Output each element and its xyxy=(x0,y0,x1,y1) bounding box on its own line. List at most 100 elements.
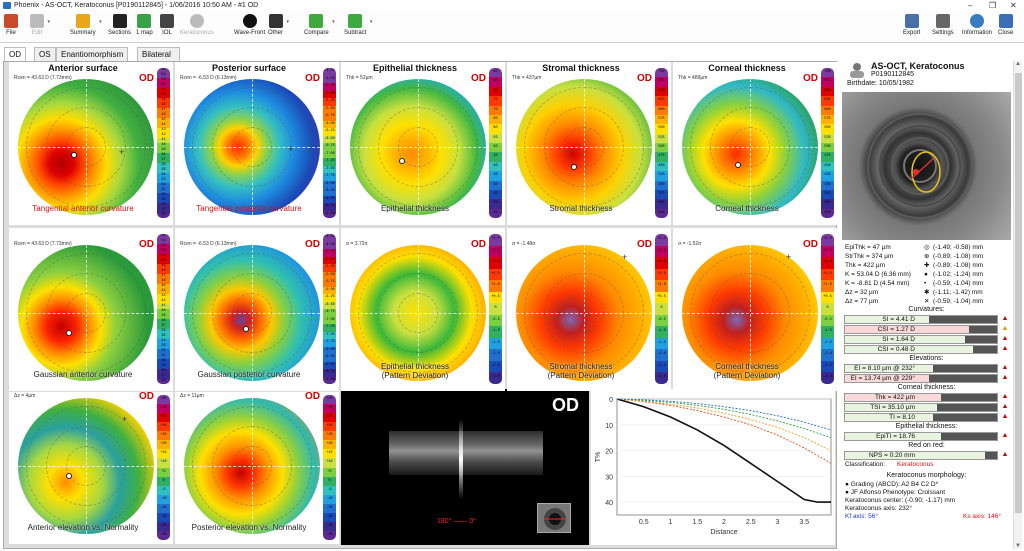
index-bar-fill xyxy=(973,346,997,353)
tab-bilateral-summary[interactable]: Bilateral summary xyxy=(137,47,180,72)
chart-x-tick-label: 0.5 xyxy=(639,519,649,526)
index-bar[interactable]: CSI = 1.27 D xyxy=(844,325,998,334)
chart-y-tick-label: 20 xyxy=(605,449,613,456)
map-panel-11[interactable]: + OD Δz = 4µm Anterior elevation vs. Normal… xyxy=(9,392,173,544)
scale-step: 450 xyxy=(821,161,834,172)
scale-step: 60 xyxy=(489,124,502,134)
map-panel-1[interactable]: + Anterior surface OD Rcen = 43.63 D (7.73m… xyxy=(9,62,173,225)
scale-step: +15 xyxy=(323,449,336,459)
index-bar[interactable]: TI = 8.10 xyxy=(844,413,998,422)
toolbar-label: Compare xyxy=(304,30,329,36)
oct-thumbnail[interactable] xyxy=(537,503,571,533)
toolbar-iol-button[interactable]: IOL xyxy=(160,12,174,36)
scroll-up-icon[interactable]: ▲ xyxy=(1015,61,1021,67)
toolbar-summary-button[interactable]: Summary ▾ xyxy=(70,12,102,36)
scale-step: 43 xyxy=(157,128,170,133)
toolbar-label: Export xyxy=(903,30,921,36)
map-panel-6[interactable]: OD Rcen = 43.63 D (7.73mm) Gaussian anteri… xyxy=(9,228,173,391)
index-bar[interactable]: EI = 13.74 µm @ 229° xyxy=(844,374,998,383)
tab-enantiomorphism[interactable]: Enantiomorphism xyxy=(56,47,129,61)
minimize-icon[interactable]: – xyxy=(968,1,973,10)
toolbar-sections-button[interactable]: Sections xyxy=(108,12,131,36)
chart-x-tick-label: 3 xyxy=(776,519,780,526)
index-bar[interactable]: SI = 4.41 D xyxy=(844,315,998,324)
right-scrollbar[interactable]: ▲ ▼ xyxy=(1013,61,1022,549)
map-panel-12[interactable]: OD Δz = 11µm Posterior elevation vs. Norma… xyxy=(175,392,339,544)
toolbar-subtract-button[interactable]: Subtract ▾ xyxy=(344,12,372,36)
dropdown-arrow-icon[interactable]: ▾ xyxy=(47,19,50,25)
scale-step: +10 xyxy=(157,458,170,468)
map-eye-label: OD xyxy=(471,73,486,84)
eye-photo[interactable] xyxy=(842,92,1011,240)
map-panel-3[interactable]: Epithelial thickness OD Thk = 52µm Epitheli… xyxy=(341,62,505,225)
map-panel-8[interactable]: OD σ = 3.72σ Epithelial thickness (Pattern … xyxy=(341,228,505,391)
scale-step: 41 xyxy=(157,304,170,309)
toolbar-information-button[interactable]: Information xyxy=(962,12,992,36)
chart-y-tick-label: 10 xyxy=(605,423,613,430)
toolbar-close-button[interactable]: Close xyxy=(998,12,1013,36)
scale-step: 55 xyxy=(489,133,502,143)
index-bar[interactable]: EpiTI = 18.76 xyxy=(844,432,998,441)
color-scale-bar: 700 675 650 625 600 575 550 525 500 475 450 425 400 3… xyxy=(821,68,834,218)
toolbar-wavefront-button[interactable]: Wave-Front▾ xyxy=(234,12,271,36)
tab-od[interactable]: OD xyxy=(4,47,26,61)
measurement-coords: (-1.02; -1.24) mm xyxy=(933,271,984,278)
scale-step: 425 xyxy=(821,171,834,181)
dropdown-arrow-icon[interactable]: ▾ xyxy=(99,19,102,25)
map-panel-2[interactable]: + Posterior surface OD Rcen = -6.53 D (6.13… xyxy=(175,62,339,225)
ks-axis: Ks axis: 146° xyxy=(963,513,1002,520)
scale-step: 500 xyxy=(821,143,834,153)
map-panel-10[interactable]: + OD σ = -1.52σ Corneal thickness (Pattern D… xyxy=(673,228,837,391)
toolbar-one-map-button[interactable]: 1 map xyxy=(136,12,153,36)
scale-step: 700 xyxy=(821,68,834,78)
index-bar[interactable]: SI = 1.64 D xyxy=(844,335,998,344)
scale-step: 47 xyxy=(157,108,170,113)
tab-os[interactable]: OS xyxy=(34,47,56,61)
scale-step: 54 xyxy=(157,239,170,244)
dropdown-arrow-icon[interactable]: ▾ xyxy=(286,19,290,25)
map-panel-9[interactable]: + OD σ = -1.48σ Stromal thickness (Pattern D… xyxy=(507,228,671,391)
map-panel-4[interactable]: Stromal thickness OD Thk = 437µm Stromal th… xyxy=(507,62,671,225)
scale-step: -30 xyxy=(323,530,336,540)
map-panel-5[interactable]: Corneal thickness OD Thk = 489µm Corneal th… xyxy=(673,62,837,225)
window-close-icon[interactable]: ✕ xyxy=(1010,1,1017,10)
dropdown-arrow-icon[interactable]: ▾ xyxy=(332,19,335,25)
color-scale-bar: 55 54 53 52 51 50 49 48 47 46 45 44 43 42 41 40 39 38 37 36… xyxy=(157,234,170,384)
eye-photo-overlay xyxy=(867,113,973,219)
toolbar-settings-button[interactable]: Settings xyxy=(932,12,954,36)
toolbar-export-button[interactable]: Export xyxy=(903,12,920,36)
scale-step: +40 xyxy=(323,404,336,414)
index-bar[interactable]: TSI = 35.10 µm xyxy=(844,403,998,412)
toolbar-file-button[interactable]: File xyxy=(4,12,18,36)
warning-icon: ▲ xyxy=(1001,451,1009,458)
index-bar-fill xyxy=(937,404,997,411)
scale-step: -5.50 xyxy=(323,105,336,113)
morphology-line: ● JF Alfonso Phenotype: Croissant xyxy=(845,489,946,496)
section-header: Elevations: xyxy=(909,355,944,362)
index-bar[interactable]: CSI = 0.48 D xyxy=(844,345,998,354)
index-bar-label: EI = 8.10 µm @ 232° xyxy=(854,365,915,372)
scrollbar-thumb[interactable] xyxy=(1015,73,1022,513)
scale-step: 30 xyxy=(157,359,170,364)
toolbar-label: Sections xyxy=(108,30,132,36)
toolbar-compare-button[interactable]: Compare ▾ xyxy=(304,12,335,36)
section-header: Curvatures: xyxy=(908,306,945,313)
scale-step: -1.5 xyxy=(655,337,668,350)
star-marker-icon: ✱ xyxy=(924,289,930,296)
index-bar[interactable]: Thk = 422 µm xyxy=(844,393,998,402)
maximize-icon[interactable]: ❐ xyxy=(989,1,997,10)
scroll-down-icon[interactable]: ▼ xyxy=(1015,543,1021,549)
warning-icon: ▲ xyxy=(1001,364,1009,371)
scale-step: 33 xyxy=(157,178,170,183)
toolbar-more-button[interactable]: Other ▾ xyxy=(268,12,289,36)
close-icon xyxy=(998,14,1013,28)
scale-step: 350 xyxy=(655,199,668,209)
scale-step: -4.75 xyxy=(323,249,336,257)
index-bar[interactable]: NPS = 0.20 mm xyxy=(844,451,998,460)
index-bar[interactable]: EI = 8.10 µm @ 232° xyxy=(844,364,998,373)
measurement-coords: (-0.89; -1.08) mm xyxy=(933,262,984,269)
map-panel-7[interactable]: OD Rcen = -6.53 D (6.13mm) Gaussian poster… xyxy=(175,228,339,391)
extremum-marker xyxy=(571,164,577,170)
grid-ring xyxy=(524,253,644,373)
dropdown-arrow-icon[interactable]: ▾ xyxy=(369,19,373,25)
